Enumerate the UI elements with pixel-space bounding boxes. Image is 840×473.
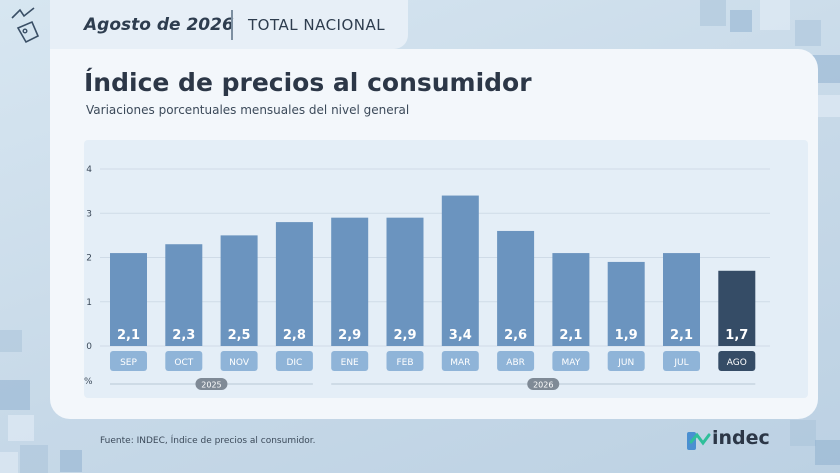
year-label: 2026 [533,381,553,390]
year-pill [527,378,560,390]
header-separator [231,10,233,40]
x-tick-label: JUN [617,358,634,368]
category-pill [331,351,369,371]
y-tick-label: 1 [86,298,92,308]
x-tick-label: FEB [396,358,413,368]
data-label: 1,7 [725,328,748,343]
y-tick-label: 2 [86,254,92,264]
indec-logo-text: indec [712,427,770,449]
bar [663,253,700,346]
data-label: 2,1 [670,328,693,343]
x-tick-label: NOV [229,358,250,368]
y-axis-label: % [84,377,93,387]
x-tick-label: MAR [450,358,470,368]
data-label: 1,9 [615,328,638,343]
y-tick-label: 0 [86,342,92,352]
x-tick-label: MAY [562,358,581,368]
category-pill [386,351,424,371]
x-tick-label: DIC [286,358,302,368]
data-label: 3,4 [449,328,472,343]
year-label: 2025 [201,381,221,390]
x-tick-label: SEP [120,358,137,368]
category-pill [165,351,203,371]
data-label: 2,5 [228,328,251,343]
category-pill [607,351,645,371]
price-tag-icon [11,7,40,44]
category-pill [663,351,700,371]
data-label: 2,9 [338,328,361,343]
data-label: 2,8 [283,328,306,343]
chart-title: Índice de precios al consumidor [84,68,532,97]
bar [275,222,313,346]
bar [165,244,203,346]
data-label: 2,1 [117,328,140,343]
data-label: 2,9 [393,328,416,343]
year-pill [195,378,228,390]
category-pill [497,351,535,371]
x-tick-label: ABR [506,358,525,368]
report-scope: TOTAL NACIONAL [248,16,386,34]
header-tab [50,0,408,49]
chart-subtitle: Variaciones porcentuales mensuales del n… [86,103,410,117]
bar [386,217,424,346]
indec-logo-icon [687,432,711,450]
x-tick-label: JUL [673,358,688,368]
x-tick-label: ENE [341,358,359,368]
category-pill [275,351,313,371]
data-label: 2,1 [559,328,582,343]
bar [220,235,258,346]
bar [497,230,535,346]
report-date: Agosto de 2026 [84,15,234,35]
category-pill [220,351,258,371]
bar [110,253,147,346]
y-tick-label: 4 [86,165,92,175]
bar [331,217,369,346]
y-tick-label: 3 [86,209,92,219]
category-pill [552,351,590,371]
x-tick-label: AGO [727,358,747,368]
bar [441,195,479,346]
category-pill [441,351,479,371]
bar [607,261,645,346]
data-label: 2,3 [172,328,195,343]
data-label: 2,6 [504,328,527,343]
category-pill [110,351,147,371]
x-tick-label: OCT [174,358,193,368]
category-pill [718,351,756,371]
source-note: Fuente: INDEC, Índice de precios al cons… [100,436,316,446]
bar [552,253,590,346]
bar [718,270,756,346]
